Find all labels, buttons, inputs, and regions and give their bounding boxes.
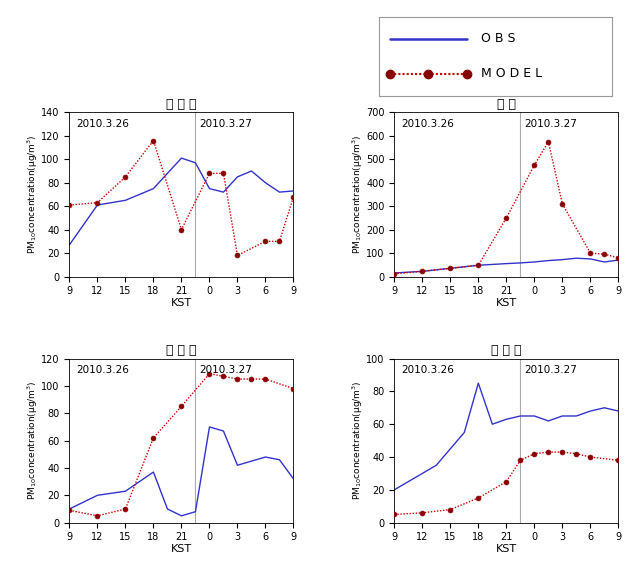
Text: 2010.3.27: 2010.3.27 — [199, 119, 252, 129]
Title: 추 풍 령: 추 풍 령 — [491, 345, 522, 357]
X-axis label: KST: KST — [496, 298, 517, 307]
Y-axis label: PM$_{10}$concentration(μg/m$^3$): PM$_{10}$concentration(μg/m$^3$) — [25, 380, 40, 501]
Y-axis label: PM$_{10}$concentration(μg/m$^3$): PM$_{10}$concentration(μg/m$^3$) — [25, 134, 40, 255]
Text: 2010.3.26: 2010.3.26 — [401, 119, 454, 129]
Text: 2010.3.27: 2010.3.27 — [524, 119, 577, 129]
Title: 서 울: 서 울 — [497, 98, 516, 111]
Text: 2010.3.27: 2010.3.27 — [524, 365, 577, 375]
Text: 2010.3.26: 2010.3.26 — [401, 365, 454, 375]
Title: 울 릉 도: 울 릉 도 — [166, 345, 197, 357]
Y-axis label: PM$_{10}$concentration(μg/m$^3$): PM$_{10}$concentration(μg/m$^3$) — [350, 380, 365, 501]
Text: 2010.3.26: 2010.3.26 — [76, 365, 129, 375]
X-axis label: KST: KST — [496, 544, 517, 554]
X-axis label: KST: KST — [171, 544, 192, 554]
Text: 2010.3.27: 2010.3.27 — [199, 365, 252, 375]
Y-axis label: PM$_{10}$concentration(μg/m$^3$): PM$_{10}$concentration(μg/m$^3$) — [350, 134, 365, 255]
Title: 백 형 도: 백 형 도 — [166, 98, 197, 111]
Text: 2010.3.26: 2010.3.26 — [76, 119, 129, 129]
X-axis label: KST: KST — [171, 298, 192, 307]
Text: M O D E L: M O D E L — [481, 67, 543, 80]
Text: O B S: O B S — [481, 33, 516, 46]
